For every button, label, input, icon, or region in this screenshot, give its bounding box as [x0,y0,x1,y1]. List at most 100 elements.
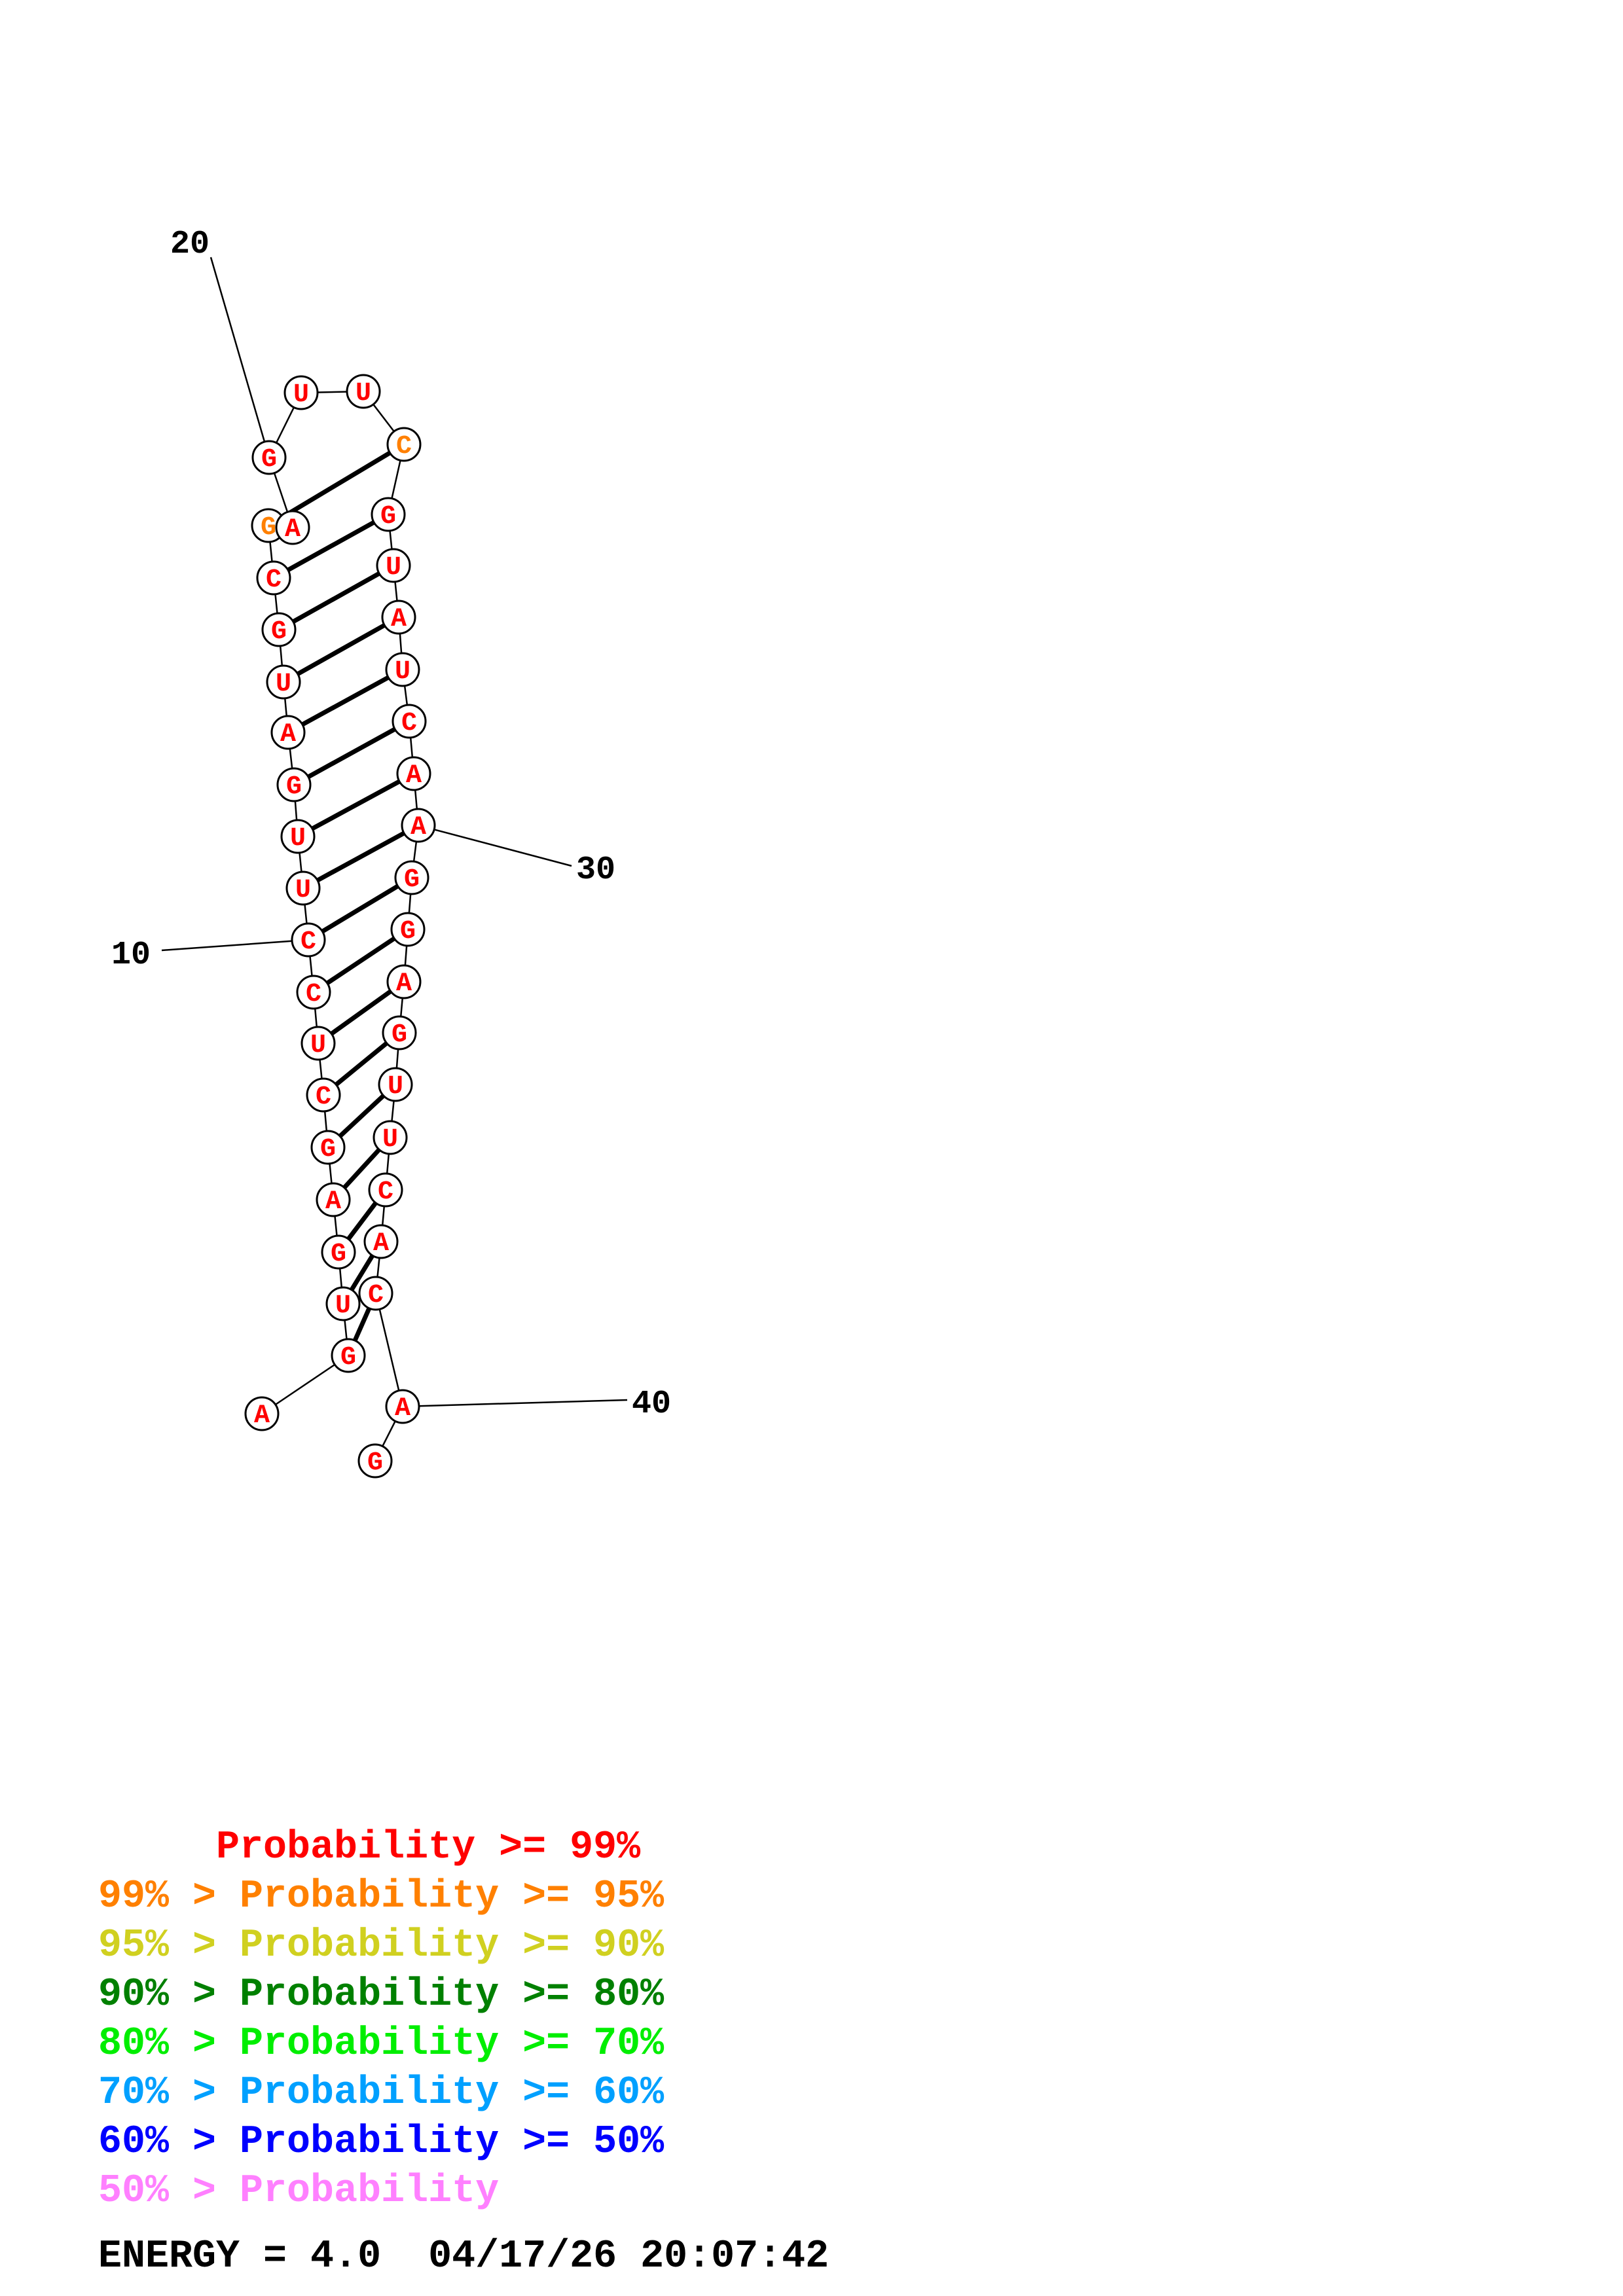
nucleotide-circle [381,600,416,635]
nucleotide: G [394,860,429,895]
base-pair-bond [325,936,396,986]
nucleotide: C [306,1077,341,1113]
nucleotide-circle [371,497,406,532]
nucleotide-letter: C [368,1281,384,1310]
nucleotide: U [376,548,411,583]
nucleotide-letter: G [404,865,420,895]
nucleotide-circle [325,1286,361,1321]
nucleotide-letter: A [406,761,422,791]
nucleotide-circle [357,1443,393,1479]
nucleotide: A [401,808,436,843]
nucleotide-circle [296,975,331,1010]
nucleotide-letter: A [396,969,412,999]
nucleotide-letter: C [378,1177,393,1207]
nucleotide-letter: A [395,1394,410,1424]
nucleotide-circle [386,427,422,462]
nucleotide-letter: G [340,1343,356,1372]
nucleotide: U [373,1120,408,1155]
nucleotide: G [371,497,406,532]
nucleotide: U [346,374,381,409]
nucleotide-letter: G [367,1448,383,1478]
nucleotide-circle [275,510,310,545]
base-pair-bond [311,779,401,831]
base-pair-bond [335,1041,388,1086]
index-tick-layer: 10 20 30 40 [111,226,671,1423]
nucleotide-letter: U [388,1072,403,1102]
nucleotide-circle [390,912,426,947]
nucleotide-circle [316,1182,351,1217]
nucleotide: A [396,756,431,791]
nucleotide-circle [283,375,319,410]
nucleotide: C [368,1172,403,1208]
nucleotide: A [381,600,416,635]
nucleotide-circle [306,1077,341,1113]
nucleotide-letter: U [295,876,311,905]
nucleotide-circle [385,1389,420,1424]
nucleotide-circle [358,1276,393,1311]
index-tick [210,257,266,442]
nucleotide: A [385,1389,420,1424]
base-pair-bond [352,1307,372,1342]
index-tick [418,1399,628,1407]
nucleotide-circle [396,756,431,791]
nucleotide-circle [310,1130,346,1165]
nucleotide-letter: A [373,1229,389,1259]
nucleotide-letter: G [331,1240,346,1269]
nucleotide-letter: U [386,553,401,583]
nucleotide: C [291,922,326,958]
nucleotide: U [283,375,319,410]
nucleotide-letter: U [382,1125,398,1155]
nucleotide-letter: C [306,980,321,1009]
nucleotide-circle [291,922,326,958]
index-tick [161,940,293,952]
nucleotide-circle [244,1396,280,1431]
nucleotide-letter: U [276,670,291,699]
legend-line: 60% > Probability >= 50% [98,2120,665,2164]
nucleotide: G [276,767,312,802]
backbone-segment [374,1293,404,1407]
nucleotide: C [392,704,427,739]
nucleotide-circle [331,1338,366,1373]
legend-line: 50% > Probability [98,2169,499,2214]
nucleotide-letter: U [290,824,306,853]
base-pair-bond [307,727,396,779]
nucleotide-circle [382,1015,417,1050]
nucleotide-circle [401,808,436,843]
nucleotide-letter: A [285,515,301,545]
base-pair-bond [292,571,380,624]
base-pair-bond [346,1201,378,1241]
nucleotide: C [386,427,422,462]
nucleotide: A [244,1396,280,1431]
nucleotide: U [378,1067,413,1102]
nucleotide-circle [376,548,411,583]
base-pair-bond [330,989,392,1036]
nucleotide: U [301,1026,336,1061]
nucleotide-circle [270,715,306,750]
nucleotide: C [358,1276,393,1311]
base-pair-bond [342,1148,381,1189]
nucleotide-circle [276,767,312,802]
nucleotide-letter: U [335,1291,351,1321]
nucleotide-letter: A [280,720,296,749]
nucleotide-circle [386,964,422,999]
nucleotide-circle [285,870,321,906]
nucleotide: A [363,1224,399,1259]
nucleotide: C [296,975,331,1010]
base-pair-bond [350,1254,374,1291]
base-pair-bond [338,1094,386,1138]
nucleotide: G [390,912,426,947]
nucleotide-circle [256,560,291,596]
nucleotide-circle [251,440,287,475]
nucleotide-letter: G [286,772,302,802]
nucleotide-circle [363,1224,399,1259]
nucleotide-circle [346,374,381,409]
base-pair-bond [301,675,390,727]
nucleotide-letter: C [266,565,282,595]
index-label: 10 [111,937,151,974]
base-pair-bond [287,520,375,572]
base-pair-bond [316,831,405,883]
nucleotide: U [285,870,321,906]
nucleotide-letter: A [254,1401,270,1431]
nucleotide-letter: G [320,1135,336,1164]
